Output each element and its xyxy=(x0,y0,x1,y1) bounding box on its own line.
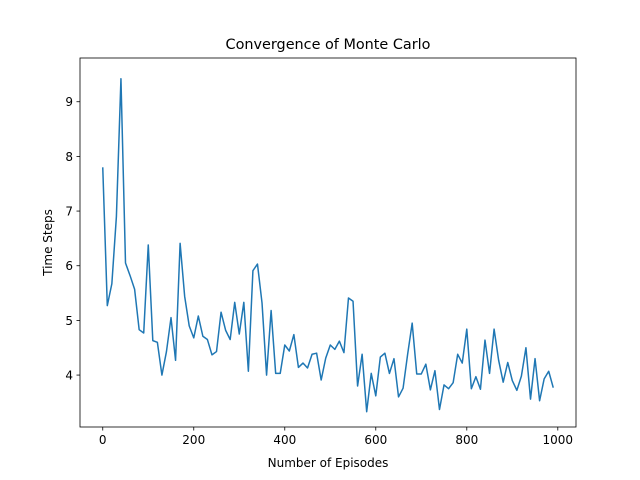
y-tick-label: 6 xyxy=(65,259,73,273)
x-axis-ticks: 0 200 400 600 800 1000 xyxy=(99,427,573,447)
x-tick-label: 400 xyxy=(273,433,296,447)
x-tick-label: 200 xyxy=(182,433,205,447)
x-tick-label: 1000 xyxy=(543,433,574,447)
chart-title: Convergence of Monte Carlo xyxy=(226,37,431,53)
y-axis-label: Time Steps xyxy=(41,209,55,277)
series-group xyxy=(102,78,554,413)
series-line xyxy=(102,78,554,413)
y-axis-ticks: 4 5 6 7 8 9 xyxy=(65,95,80,383)
x-tick-label: 600 xyxy=(364,433,387,447)
y-tick-label: 8 xyxy=(65,150,73,164)
x-tick-label: 0 xyxy=(99,433,107,447)
x-axis-label: Number of Episodes xyxy=(268,456,389,470)
y-tick-label: 5 xyxy=(65,314,73,328)
y-tick-label: 7 xyxy=(65,205,73,219)
x-tick-label: 800 xyxy=(455,433,478,447)
y-tick-label: 9 xyxy=(65,95,73,109)
y-tick-label: 4 xyxy=(65,369,73,383)
plot-frame xyxy=(79,57,577,428)
